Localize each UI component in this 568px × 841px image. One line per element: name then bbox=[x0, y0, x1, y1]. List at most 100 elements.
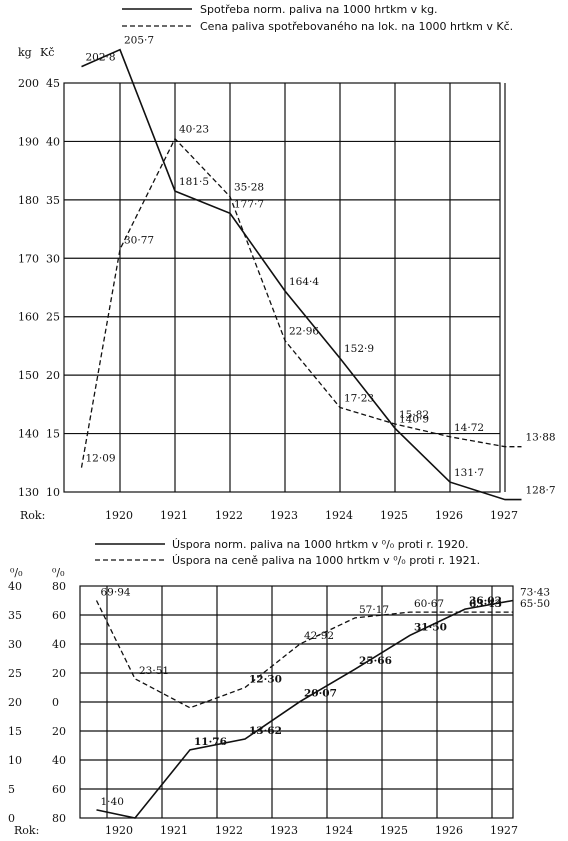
y1-tick-label: 140 bbox=[18, 428, 39, 441]
y2-tick-label: 60 bbox=[52, 609, 66, 622]
y1-tick-label: 180 bbox=[18, 194, 39, 207]
data-label: 164·4 bbox=[289, 276, 319, 288]
series-line-1 bbox=[96, 599, 514, 819]
data-label: 1·40 bbox=[101, 796, 124, 808]
chart1-legend: Spotřeba norm. paliva na 1000 hrtkm v kg… bbox=[122, 3, 513, 33]
x-tick-label: 1926 bbox=[435, 509, 463, 522]
y2-tick-label: 20 bbox=[52, 725, 66, 738]
y1-tick-label: 40 bbox=[8, 580, 22, 593]
y2-tick-label: 10 bbox=[46, 486, 60, 499]
y1-tick-label: 30 bbox=[8, 638, 22, 651]
data-label: 23·51 bbox=[139, 665, 169, 677]
x-axis-prefix: Rok: bbox=[14, 824, 39, 837]
y2-tick-label: 35 bbox=[46, 194, 60, 207]
y2-tick-label: 40 bbox=[46, 135, 60, 148]
x-tick-label: 1925 bbox=[380, 509, 408, 522]
y2-tick-label: 25 bbox=[46, 311, 60, 324]
chart1-labels: 202·8 205·7 181·5 177·7 164·4 152·9 140·9 131·7… bbox=[86, 35, 556, 497]
y2-tick-label: 40 bbox=[52, 754, 66, 767]
plot-frame bbox=[63, 82, 501, 493]
legend-label-2: Cena paliva spotřebovaného na lok. na 10… bbox=[200, 20, 513, 33]
y1-tick-label: 20 bbox=[8, 696, 22, 709]
y1-tick-label: 25 bbox=[8, 667, 22, 680]
series-line-2 bbox=[95, 600, 513, 709]
y1-tick-label: 170 bbox=[18, 252, 39, 265]
x-tick-label: 1921 bbox=[160, 824, 188, 837]
data-label: 12·30 bbox=[249, 674, 282, 686]
data-label: 63·43 bbox=[469, 598, 502, 610]
series-line-1 bbox=[81, 48, 522, 501]
data-label: 17·23 bbox=[344, 393, 374, 405]
y2-tick-label: 80 bbox=[52, 580, 66, 593]
legend-label-2: Úspora na ceně paliva na 1000 hrtkm v ⁰/… bbox=[172, 554, 480, 567]
x-tick-label: 1925 bbox=[380, 824, 408, 837]
data-label: 177·7 bbox=[234, 198, 264, 210]
chart1-grid: 200 45 190 40 180 35 170 30 160 25 150 20 140 15 130 10… bbox=[18, 46, 518, 522]
x-tick-label: 1927 bbox=[490, 509, 518, 522]
legend-label-1: Úspora norm. paliva na 1000 hrtkm v ⁰/₀ … bbox=[172, 538, 469, 551]
x-tick-label: 1926 bbox=[435, 824, 463, 837]
data-label: 42·92 bbox=[304, 630, 334, 642]
y2-tick-label: 15 bbox=[46, 428, 60, 441]
y1-tick-label: 190 bbox=[18, 135, 39, 148]
y2-tick-label: 20 bbox=[52, 667, 66, 680]
data-label: 69·94 bbox=[101, 587, 131, 599]
data-label: 14·72 bbox=[454, 422, 484, 434]
data-label: 35·28 bbox=[234, 182, 264, 194]
y1-axis-unit: kg bbox=[18, 46, 32, 59]
chart2-labels: 1·4011·7613·6220·0725·6631·5036·0273·436… bbox=[101, 587, 551, 808]
y1-tick-label: 150 bbox=[18, 369, 39, 382]
y2-tick-label: 20 bbox=[46, 369, 60, 382]
y1-tick-label: 35 bbox=[8, 609, 22, 622]
x-axis-prefix: Rok: bbox=[20, 509, 45, 522]
data-label: 22·96 bbox=[289, 326, 319, 338]
fuel-consumption-chart: Spotřeba norm. paliva na 1000 hrtkm v kg… bbox=[18, 3, 556, 522]
chart2-series bbox=[95, 599, 514, 819]
data-label: 15·82 bbox=[399, 409, 429, 421]
y1-tick-label: 160 bbox=[18, 311, 39, 324]
y1-tick-label: 130 bbox=[18, 486, 39, 499]
chart2-legend: Úspora norm. paliva na 1000 hrtkm v ⁰/₀ … bbox=[95, 538, 480, 567]
data-label: 205·7 bbox=[124, 35, 154, 47]
x-tick-label: 1920 bbox=[105, 824, 133, 837]
x-tick-label: 1924 bbox=[325, 509, 353, 522]
y2-tick-label: 40 bbox=[52, 638, 66, 651]
data-label: 31·50 bbox=[414, 621, 447, 633]
y1-tick-label: 5 bbox=[8, 783, 15, 796]
y2-tick-label: 0 bbox=[52, 696, 59, 709]
data-label: 20·07 bbox=[304, 688, 337, 700]
y1-tick-label: 0 bbox=[8, 812, 15, 825]
data-label: 13·62 bbox=[249, 725, 282, 737]
x-tick-label: 1922 bbox=[215, 509, 243, 522]
data-label: 11·76 bbox=[194, 736, 227, 748]
x-tick-label: 1927 bbox=[490, 824, 518, 837]
data-label: 128·7 bbox=[526, 485, 556, 497]
chart1-series bbox=[80, 48, 522, 501]
data-label: 140·9 bbox=[399, 413, 429, 425]
data-label: 73·43 bbox=[520, 587, 550, 599]
data-label: 60·67 bbox=[414, 598, 444, 610]
y1-tick-label: 15 bbox=[8, 725, 22, 738]
data-label: 25·66 bbox=[359, 655, 392, 667]
x-tick-label: 1924 bbox=[325, 824, 353, 837]
y1-tick-label: 200 bbox=[18, 77, 39, 90]
data-label: 36·02 bbox=[469, 595, 502, 607]
data-label: 131·7 bbox=[454, 467, 484, 479]
x-tick-label: 1920 bbox=[105, 509, 133, 522]
x-tick-label: 1923 bbox=[270, 824, 298, 837]
data-label: 12·09 bbox=[86, 453, 116, 465]
series-line-2 bbox=[80, 137, 522, 468]
y2-axis-unit: ⁰/₀ bbox=[52, 566, 65, 579]
data-label: 30·77 bbox=[124, 234, 154, 246]
data-label: 65·50 bbox=[520, 598, 550, 610]
x-tick-label: 1923 bbox=[270, 509, 298, 522]
y2-tick-label: 45 bbox=[46, 77, 60, 90]
legend-label-1: Spotřeba norm. paliva na 1000 hrtkm v kg… bbox=[200, 3, 438, 16]
y2-tick-label: 80 bbox=[52, 812, 66, 825]
data-label: 181·5 bbox=[179, 176, 209, 188]
y2-tick-label: 60 bbox=[52, 783, 66, 796]
y1-axis-unit: ⁰/₀ bbox=[10, 566, 23, 579]
y2-tick-label: 30 bbox=[46, 252, 60, 265]
